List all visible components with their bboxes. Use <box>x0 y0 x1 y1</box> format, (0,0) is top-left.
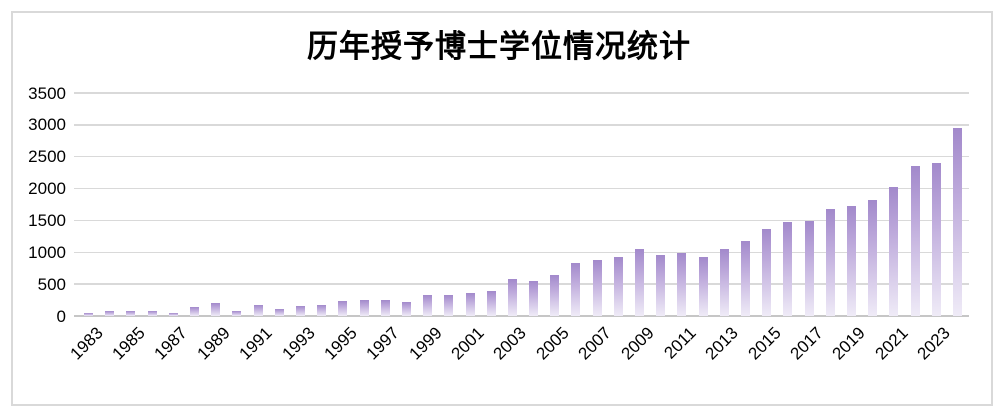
bar-1999 <box>423 294 433 316</box>
bar-1993 <box>296 305 305 316</box>
chart-title: 历年授予博士学位情况统计 <box>307 29 691 64</box>
gridline <box>74 124 969 126</box>
bar-2012 <box>698 257 708 316</box>
bar-2017 <box>804 221 814 316</box>
x-tick-label: 1989 <box>193 323 234 364</box>
y-tick-label: 2000 <box>28 179 66 199</box>
bar-1989 <box>211 303 221 316</box>
bar-2016 <box>783 222 793 316</box>
bar-1985 <box>126 311 136 316</box>
x-tick-label: 2017 <box>786 323 827 364</box>
x-tick-label: 2019 <box>828 323 870 364</box>
bar-1998 <box>401 301 411 316</box>
bar-1988 <box>190 307 200 316</box>
x-tick-label: 1997 <box>362 323 403 364</box>
bar-1986 <box>147 311 157 316</box>
bar-1996 <box>359 300 369 316</box>
bar-1990 <box>232 310 242 316</box>
x-tick-label: 2011 <box>660 323 700 363</box>
gridline <box>74 283 969 285</box>
bar-2003 <box>507 279 517 316</box>
bar-2013 <box>719 248 729 316</box>
x-axis-line <box>74 315 969 318</box>
x-tick-label: 1983 <box>66 323 107 364</box>
y-tick-label: 2500 <box>28 147 66 167</box>
x-tick-label: 2009 <box>617 323 658 364</box>
bar-2002 <box>486 291 496 316</box>
bar-2018 <box>825 208 835 316</box>
bar-1987 <box>168 312 178 316</box>
y-tick-label: 500 <box>37 274 66 294</box>
bar-1994 <box>317 304 327 316</box>
bar-2009 <box>635 249 645 316</box>
x-tick-label: 1995 <box>320 323 361 364</box>
bar-2001 <box>465 293 475 316</box>
x-tick-label: 2005 <box>532 323 573 364</box>
bar-2011 <box>677 252 687 316</box>
bar-2015 <box>762 229 772 316</box>
x-tick-label: 2013 <box>701 323 743 364</box>
y-tick-label: 3500 <box>28 83 66 103</box>
bar-1992 <box>274 309 284 316</box>
gridline <box>74 251 969 254</box>
x-tick-label: 1991 <box>235 323 276 364</box>
bar-2019 <box>846 205 856 316</box>
x-tick-label: 1985 <box>108 323 149 364</box>
y-tick-label: 0 <box>56 306 66 326</box>
gridline <box>74 187 969 190</box>
bar-2008 <box>613 257 623 316</box>
x-tick-label: 2023 <box>913 323 954 364</box>
bar-2021 <box>889 186 899 316</box>
bar-1983 <box>84 313 94 316</box>
bar-2000 <box>444 295 454 316</box>
bar-2010 <box>656 255 666 316</box>
bar-2023 <box>931 163 941 316</box>
bar-2005 <box>550 275 560 316</box>
x-tick-label: 2001 <box>447 323 488 364</box>
x-tick-label: 1993 <box>278 323 319 364</box>
gridline <box>74 219 969 222</box>
x-tick-label: 2021 <box>871 323 912 364</box>
bar-2020 <box>868 200 878 316</box>
bar-2022 <box>910 166 920 316</box>
x-tick-label: 1999 <box>405 323 446 364</box>
x-tick-label: 1987 <box>150 323 192 364</box>
bar-2007 <box>592 259 602 316</box>
x-tick-label: 2007 <box>574 323 615 364</box>
gridline <box>74 92 969 94</box>
x-tick-label: 2015 <box>744 323 785 364</box>
gridline <box>74 155 969 158</box>
y-tick-label: 1500 <box>28 210 66 230</box>
x-tick-label: 2003 <box>489 323 531 364</box>
y-tick-label: 1000 <box>28 242 66 262</box>
bar-1995 <box>338 301 348 316</box>
bar-1991 <box>253 305 263 316</box>
bar-2004 <box>529 280 539 316</box>
bar-1984 <box>105 310 115 316</box>
bar-2014 <box>741 240 750 316</box>
bar-2006 <box>571 263 581 316</box>
bar-1997 <box>380 300 390 316</box>
bar-2024 <box>952 128 962 316</box>
y-tick-label: 3000 <box>28 115 66 135</box>
